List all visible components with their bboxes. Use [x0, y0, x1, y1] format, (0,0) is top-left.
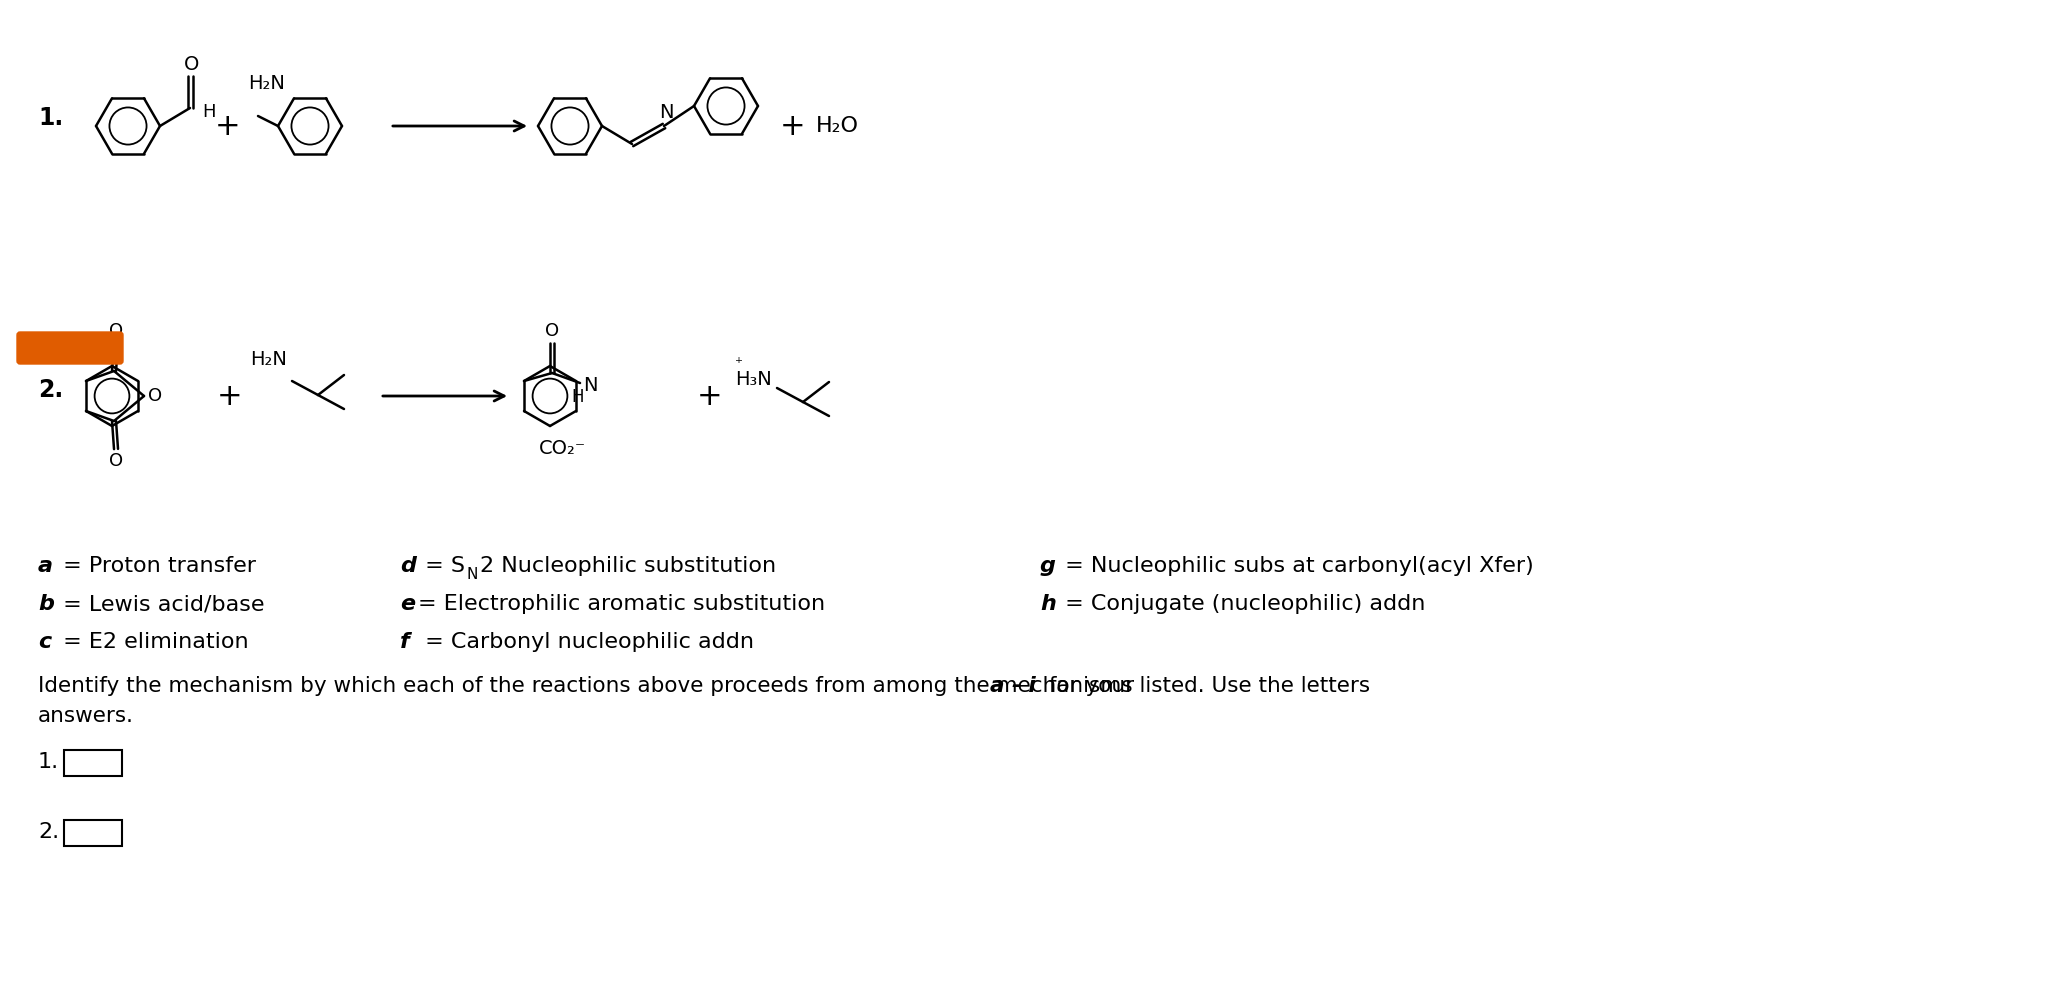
- Text: +: +: [780, 112, 806, 140]
- Text: g: g: [1039, 556, 1056, 576]
- Text: N: N: [659, 103, 673, 122]
- Text: f: f: [401, 632, 409, 652]
- Text: H₂N: H₂N: [250, 350, 286, 369]
- Text: for your: for your: [1041, 676, 1133, 696]
- Text: O: O: [108, 452, 123, 470]
- Text: = S: = S: [417, 556, 464, 576]
- Text: = E2 elimination: = E2 elimination: [55, 632, 250, 652]
- Text: = Proton transfer: = Proton transfer: [55, 556, 256, 576]
- Text: N: N: [583, 375, 597, 394]
- Text: O: O: [544, 322, 559, 340]
- FancyBboxPatch shape: [16, 332, 123, 364]
- Text: = Conjugate (nucleophilic) addn: = Conjugate (nucleophilic) addn: [1058, 594, 1426, 614]
- Text: 2.: 2.: [39, 378, 63, 402]
- Text: H₂O: H₂O: [816, 116, 859, 136]
- Bar: [63, 750, 123, 776]
- Text: ⁺: ⁺: [735, 356, 743, 371]
- Text: N: N: [466, 567, 477, 582]
- Text: e: e: [401, 594, 415, 614]
- Text: 1.: 1.: [39, 106, 63, 130]
- Text: answers.: answers.: [39, 706, 133, 726]
- Text: H: H: [203, 103, 215, 121]
- Text: H₂N: H₂N: [248, 74, 284, 93]
- Text: 2 Nucleophilic substitution: 2 Nucleophilic substitution: [481, 556, 775, 576]
- Text: = Nucleophilic subs at carbonyl(acyl Xfer): = Nucleophilic subs at carbonyl(acyl Xfe…: [1058, 556, 1534, 576]
- Text: 1.: 1.: [39, 752, 59, 772]
- Text: O: O: [147, 387, 162, 405]
- Bar: [63, 820, 123, 846]
- Text: a: a: [39, 556, 53, 576]
- Text: d: d: [401, 556, 415, 576]
- Text: = Carbonyl nucleophilic addn: = Carbonyl nucleophilic addn: [417, 632, 755, 652]
- Text: +: +: [215, 112, 241, 140]
- Text: c: c: [39, 632, 51, 652]
- Text: Identify the mechanism by which each of the reactions above proceeds from among : Identify the mechanism by which each of …: [39, 676, 1377, 696]
- Text: Mastered: Mastered: [29, 341, 110, 356]
- Text: 2.: 2.: [39, 822, 59, 842]
- Text: h: h: [1039, 594, 1056, 614]
- Text: = Lewis acid/base: = Lewis acid/base: [55, 594, 264, 614]
- Text: O: O: [108, 322, 123, 340]
- Text: H₃N: H₃N: [735, 370, 771, 389]
- Text: b: b: [39, 594, 53, 614]
- Text: O: O: [184, 55, 201, 74]
- Text: H: H: [571, 388, 585, 406]
- Text: +: +: [698, 381, 722, 410]
- Text: = Electrophilic aromatic substitution: = Electrophilic aromatic substitution: [417, 594, 825, 614]
- Text: a - i: a - i: [990, 676, 1035, 696]
- Text: CO₂⁻: CO₂⁻: [538, 438, 585, 457]
- Text: +: +: [217, 381, 243, 410]
